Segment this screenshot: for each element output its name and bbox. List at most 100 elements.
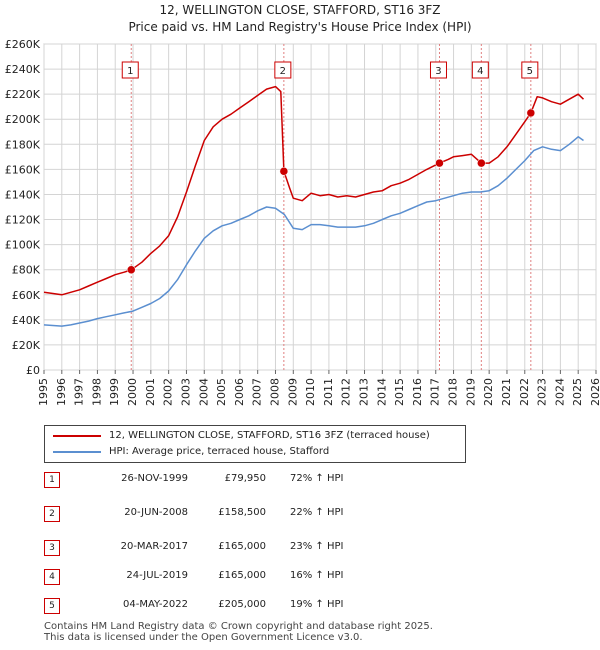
chart-subtitle: Price paid vs. HM Land Registry's House …	[128, 20, 472, 34]
y-tick-label: £140K	[5, 188, 41, 201]
sale-number-badge: 3	[44, 540, 60, 556]
x-tick-label: 2005	[215, 378, 228, 406]
grid	[43, 43, 597, 371]
sale-label-box	[471, 61, 489, 79]
sale-point	[127, 265, 136, 275]
table-row: 5 04-MAY-2022 £205,000 19% ↑ HPI	[0, 596, 600, 616]
x-tick-label: 2008	[268, 378, 281, 406]
x-tick-label: 1998	[90, 378, 103, 406]
sale-number-badge: 1	[44, 472, 60, 488]
x-tick-label: 2013	[358, 378, 371, 406]
x-tick-label: 2024	[553, 378, 566, 406]
sale-label-box	[274, 61, 292, 79]
table-row: 1 26-NOV-1999 £79,950 72% ↑ HPI	[0, 470, 600, 490]
sale-point	[279, 167, 289, 176]
sale-point	[435, 158, 444, 168]
sale-number-badge: 2	[44, 506, 60, 522]
sale-point	[477, 158, 486, 168]
x-tick-label: 2026	[589, 378, 600, 406]
table-row: 3 20-MAR-2017 £165,000 23% ↑ HPI	[0, 538, 600, 558]
sale-number-badge: 5	[44, 598, 60, 614]
x-tick-label: 2001	[144, 378, 157, 406]
y-axis: £0 £20K £40K £60K £80K £100K £120K £140K £160K £1…	[5, 38, 41, 377]
y-tick-label: £40K	[12, 314, 41, 327]
y-tick-label: £200K	[5, 113, 41, 126]
footer-line-copyright: Contains HM Land Registry data © Crown c…	[44, 621, 433, 632]
y-tick-label: £180K	[5, 138, 41, 151]
sale-date: 20-MAR-2017	[120, 541, 188, 552]
x-tick-label: 1997	[73, 378, 86, 406]
legend-swatch-property	[53, 435, 101, 437]
x-tick-label: 2015	[393, 378, 406, 406]
x-tick-label: 2025	[571, 378, 584, 406]
legend-label-property: 12, WELLINGTON CLOSE, STAFFORD, ST16 3FZ…	[109, 430, 430, 441]
y-tick-label: £60K	[12, 289, 41, 302]
table-row: 2 20-JUN-2008 £158,500 22% ↑ HPI	[0, 504, 600, 524]
x-tick-label: 1996	[55, 378, 68, 406]
plot-background	[43, 43, 597, 371]
series-lines	[43, 85, 585, 327]
x-tick-label: 2002	[162, 378, 175, 406]
x-tick-label: 2014	[375, 378, 388, 406]
y-tick-label: £260K	[5, 38, 41, 51]
legend-swatch-hpi	[53, 451, 101, 453]
x-axis: 1995 1996 1997 1998 1999 2000 2001 2002 2003 2004…	[37, 370, 600, 406]
sale-label-number: 2	[280, 66, 286, 77]
sale-date: 24-JUL-2019	[126, 570, 188, 581]
sale-label-box	[521, 61, 539, 79]
sale-date: 26-NOV-1999	[121, 473, 188, 484]
x-tick-label: 2003	[179, 378, 192, 406]
sale-label-number: 4	[477, 66, 483, 77]
x-tick-label: 2006	[233, 378, 246, 406]
sale-hpi-change: 19% ↑ HPI	[290, 599, 344, 610]
x-tick-label: 2000	[126, 378, 139, 406]
sale-price: £165,000	[218, 541, 266, 552]
sale-price: £79,950	[224, 473, 266, 484]
sale-price: £205,000	[218, 599, 266, 610]
y-tick-label: £80K	[12, 264, 41, 277]
sale-label-number: 1	[127, 66, 133, 77]
y-tick-label: £220K	[5, 88, 41, 101]
y-tick-label: £0	[26, 364, 40, 377]
chart-title-block: 12, WELLINGTON CLOSE, STAFFORD, ST16 3FZ…	[0, 2, 600, 36]
table-row: 4 24-JUL-2019 £165,000 16% ↑ HPI	[0, 567, 600, 587]
x-tick-label: 2018	[447, 378, 460, 406]
sale-label-box	[429, 61, 447, 79]
x-tick-label: 2017	[429, 378, 442, 406]
x-tick-label: 2020	[482, 378, 495, 406]
sale-date: 04-MAY-2022	[122, 599, 188, 610]
sale-price: £158,500	[218, 507, 266, 518]
chart-title: 12, WELLINGTON CLOSE, STAFFORD, ST16 3FZ	[159, 3, 441, 17]
y-tick-label: £160K	[5, 163, 41, 176]
x-tick-label: 2019	[464, 378, 477, 406]
x-tick-label: 2010	[304, 378, 317, 406]
sale-labels: 1 2 3 4 5	[121, 61, 539, 79]
hpi-line	[43, 136, 584, 327]
sale-date: 20-JUN-2008	[124, 507, 188, 518]
y-tick-label: £20K	[12, 339, 41, 352]
sale-number-badge: 4	[44, 569, 60, 585]
x-tick-label: 2021	[500, 378, 513, 406]
sale-label-number: 5	[527, 66, 533, 77]
x-tick-label: 2023	[536, 378, 549, 406]
x-tick-label: 2012	[340, 378, 353, 406]
sale-point	[526, 108, 536, 118]
sale-price: £165,000	[218, 570, 266, 581]
x-tick-label: 2016	[411, 378, 424, 406]
x-tick-label: 2004	[197, 378, 210, 406]
y-tick-label: £120K	[5, 214, 41, 227]
x-tick-label: 2007	[251, 378, 264, 406]
sale-label-box	[121, 61, 139, 79]
x-tick-label: 2009	[286, 378, 299, 406]
legend-label-hpi: HPI: Average price, terraced house, Staf…	[109, 446, 330, 457]
sale-label-number: 3	[435, 66, 441, 77]
y-tick-label: £240K	[5, 63, 41, 76]
x-tick-label: 2011	[322, 378, 335, 406]
sale-hpi-change: 72% ↑ HPI	[290, 473, 344, 484]
sale-points	[127, 108, 536, 275]
x-tick-label: 1995	[37, 378, 50, 406]
sale-hpi-change: 23% ↑ HPI	[290, 541, 344, 552]
footer-line-licence: This data is licensed under the Open Gov…	[44, 632, 363, 643]
property-price-line	[43, 85, 585, 296]
